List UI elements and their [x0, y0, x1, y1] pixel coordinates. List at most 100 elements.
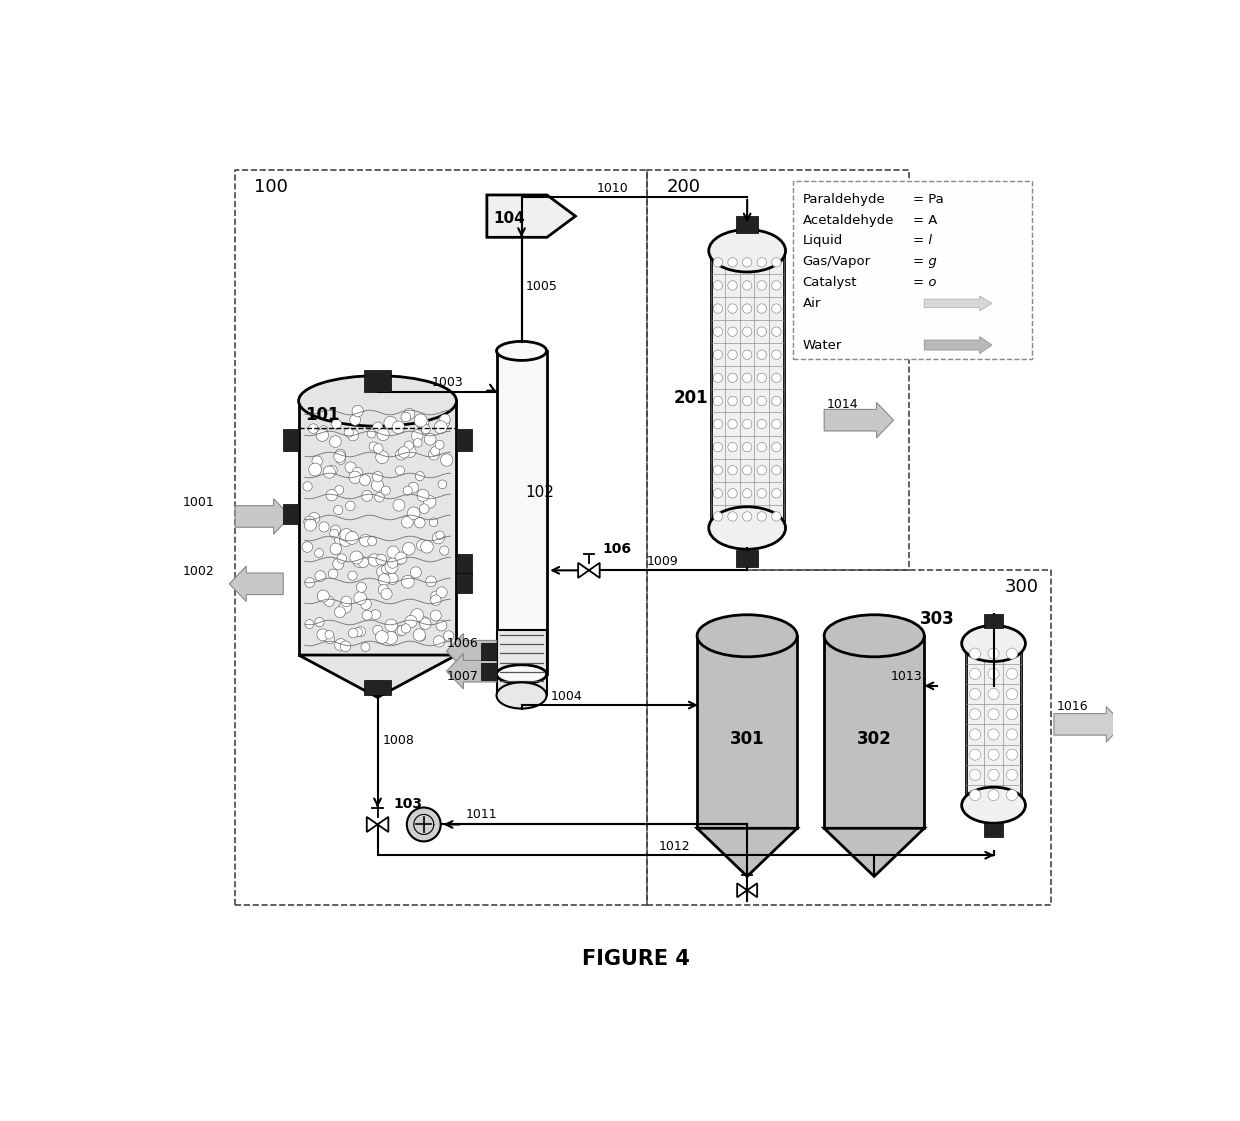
Circle shape	[335, 450, 346, 460]
Circle shape	[743, 396, 751, 406]
Circle shape	[743, 327, 751, 336]
Circle shape	[324, 596, 335, 606]
Circle shape	[419, 618, 432, 629]
Circle shape	[339, 601, 352, 613]
Circle shape	[341, 535, 351, 545]
Circle shape	[988, 668, 999, 679]
Circle shape	[413, 629, 425, 641]
Circle shape	[329, 569, 339, 578]
Circle shape	[384, 416, 397, 429]
Circle shape	[315, 548, 324, 557]
Circle shape	[325, 634, 335, 643]
Circle shape	[988, 729, 999, 740]
Circle shape	[330, 525, 341, 536]
Bar	[794, 182, 1032, 359]
Circle shape	[396, 552, 407, 564]
Circle shape	[713, 443, 723, 452]
Circle shape	[758, 489, 766, 498]
Circle shape	[356, 627, 366, 637]
Circle shape	[728, 373, 738, 382]
Circle shape	[410, 567, 422, 578]
Circle shape	[408, 482, 419, 493]
Circle shape	[334, 506, 343, 515]
Bar	[283, 504, 299, 525]
Circle shape	[728, 489, 738, 498]
Circle shape	[417, 490, 429, 501]
Circle shape	[384, 619, 398, 632]
Circle shape	[743, 489, 751, 498]
Circle shape	[728, 465, 738, 475]
Circle shape	[404, 615, 417, 628]
Circle shape	[326, 490, 337, 501]
Circle shape	[352, 467, 363, 479]
Circle shape	[419, 617, 429, 627]
Text: FIGURE 4: FIGURE 4	[582, 949, 689, 970]
Circle shape	[758, 396, 766, 406]
Text: Paraldehyde: Paraldehyde	[802, 193, 885, 205]
Bar	[456, 554, 472, 574]
Ellipse shape	[962, 626, 1025, 661]
Circle shape	[970, 789, 981, 800]
Circle shape	[771, 280, 781, 290]
Circle shape	[743, 419, 751, 428]
Circle shape	[743, 443, 751, 452]
Circle shape	[325, 630, 334, 639]
Bar	[496, 630, 547, 695]
Circle shape	[771, 512, 781, 521]
Circle shape	[1007, 688, 1018, 700]
Circle shape	[348, 471, 361, 483]
Circle shape	[438, 416, 450, 428]
Circle shape	[377, 428, 389, 441]
Circle shape	[728, 512, 738, 521]
Circle shape	[304, 517, 315, 528]
Bar	[363, 679, 392, 695]
Circle shape	[303, 482, 312, 491]
Circle shape	[758, 419, 766, 428]
Polygon shape	[299, 655, 456, 697]
Circle shape	[430, 610, 441, 621]
Circle shape	[386, 560, 398, 574]
Circle shape	[404, 441, 413, 451]
Circle shape	[353, 628, 362, 637]
Circle shape	[360, 474, 371, 485]
Circle shape	[393, 499, 405, 511]
Text: 104: 104	[494, 211, 525, 226]
Text: Catalyst: Catalyst	[802, 276, 857, 289]
Circle shape	[402, 517, 413, 528]
Circle shape	[373, 444, 383, 453]
Circle shape	[304, 519, 316, 531]
Circle shape	[430, 595, 441, 605]
Circle shape	[345, 531, 356, 543]
Circle shape	[378, 574, 391, 585]
Bar	[697, 636, 797, 828]
Circle shape	[315, 618, 324, 627]
Circle shape	[396, 466, 404, 475]
Bar	[456, 429, 472, 451]
Circle shape	[403, 487, 413, 495]
Circle shape	[758, 373, 766, 382]
Circle shape	[771, 489, 781, 498]
Circle shape	[309, 424, 319, 434]
Text: 1008: 1008	[383, 734, 415, 748]
FancyArrow shape	[236, 499, 290, 534]
Circle shape	[1007, 769, 1018, 780]
Bar	[283, 429, 299, 451]
Ellipse shape	[709, 230, 786, 272]
Circle shape	[420, 540, 433, 553]
Circle shape	[374, 492, 384, 502]
Circle shape	[331, 419, 341, 429]
Circle shape	[303, 541, 312, 553]
Circle shape	[434, 420, 448, 434]
Circle shape	[436, 620, 446, 631]
Circle shape	[387, 573, 398, 584]
Circle shape	[361, 599, 371, 610]
Text: Air: Air	[802, 297, 821, 309]
Circle shape	[1007, 729, 1018, 740]
Circle shape	[713, 280, 723, 290]
Text: 1006: 1006	[446, 638, 479, 650]
Circle shape	[353, 592, 367, 604]
Bar	[711, 251, 784, 528]
Circle shape	[758, 327, 766, 336]
Text: 1005: 1005	[526, 279, 558, 293]
Circle shape	[758, 465, 766, 475]
